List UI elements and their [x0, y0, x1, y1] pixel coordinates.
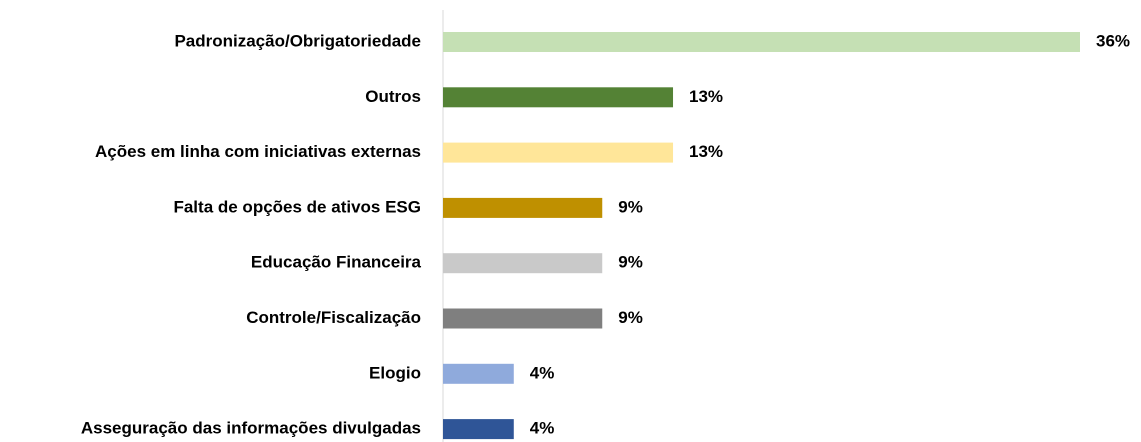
value-label: 36% — [1096, 31, 1130, 50]
category-label: Educação Financeira — [251, 253, 422, 272]
bar — [443, 32, 1080, 52]
category-label: Padronização/Obrigatoriedade — [174, 31, 421, 50]
category-label: Asseguração das informações divulgadas — [81, 419, 421, 438]
bar — [443, 87, 674, 108]
value-label: 4% — [530, 363, 555, 382]
category-label: Outros — [365, 87, 421, 106]
value-label: 9% — [618, 253, 643, 272]
value-label: 4% — [530, 419, 555, 438]
value-label: 9% — [618, 197, 643, 216]
category-label: Ações em linha com iniciativas externas — [95, 142, 421, 161]
bar — [443, 197, 603, 218]
value-label: 9% — [618, 308, 643, 327]
bar — [443, 253, 603, 274]
bar — [443, 419, 514, 440]
value-label: 13% — [689, 87, 723, 106]
category-label: Falta de opções de ativos ESG — [173, 197, 421, 216]
bar — [443, 308, 603, 329]
category-label: Elogio — [369, 363, 421, 382]
category-label: Controle/Fiscalização — [246, 308, 421, 327]
value-label: 13% — [689, 142, 723, 161]
bar — [443, 363, 514, 384]
bar — [443, 142, 674, 163]
